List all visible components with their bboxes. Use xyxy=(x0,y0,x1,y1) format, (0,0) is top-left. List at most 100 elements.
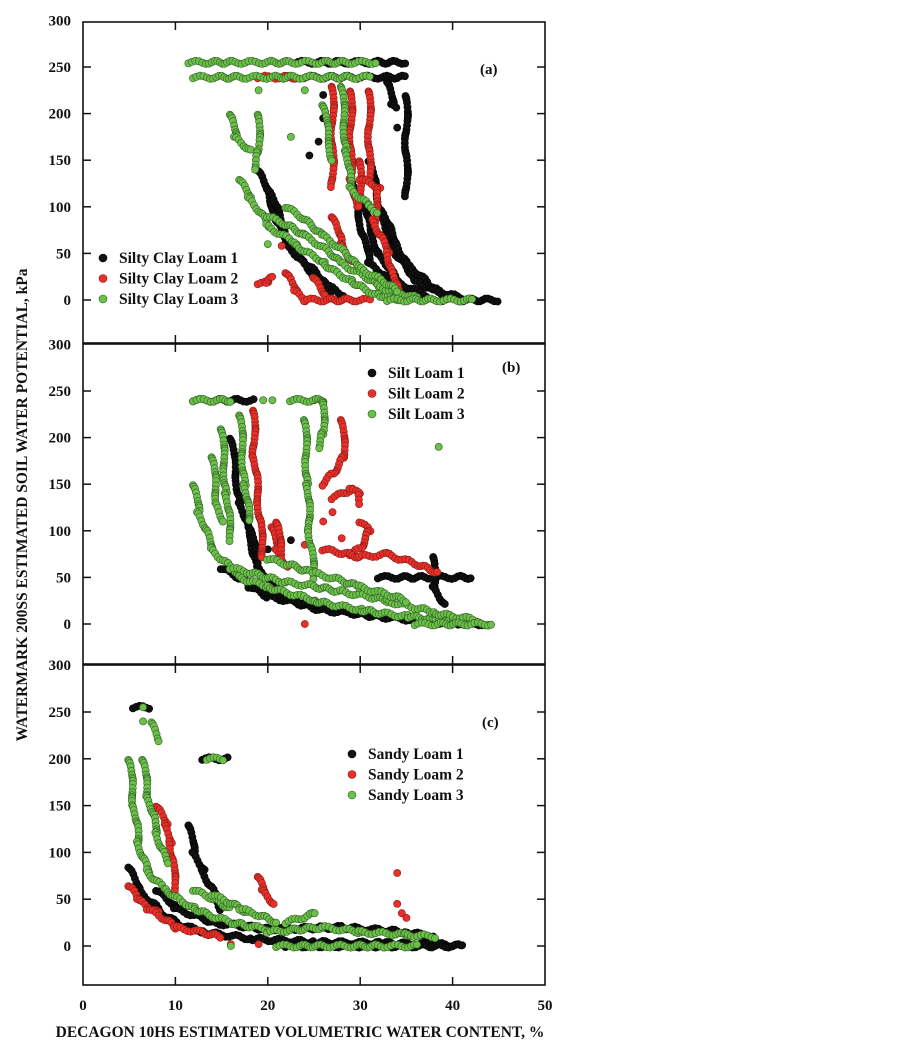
y-tick-label: 100 xyxy=(49,524,72,540)
data-points xyxy=(189,394,495,630)
data-point xyxy=(327,156,336,165)
data-point xyxy=(219,756,227,765)
data-point xyxy=(163,859,172,868)
series-1 xyxy=(253,56,502,306)
legend-label: Silt Loam 2 xyxy=(388,386,465,403)
data-point xyxy=(319,517,328,526)
data-point xyxy=(286,536,295,544)
x-tick-label: 30 xyxy=(353,998,368,1014)
data-point xyxy=(305,151,314,160)
y-tick-label: 100 xyxy=(49,200,72,216)
data-point xyxy=(216,933,225,942)
y-tick-label: 50 xyxy=(56,246,71,262)
y-tick-label: 200 xyxy=(49,431,72,447)
data-point xyxy=(365,72,374,81)
series-3 xyxy=(124,703,439,952)
panel-c: 0 50 100 150 200 250 300 0 10 20 30 40 50 (c) Sandy Lo… xyxy=(49,658,553,1014)
x-tick-label: 50 xyxy=(538,998,553,1014)
data-point xyxy=(326,183,335,191)
y-tick-label: 200 xyxy=(49,107,72,123)
legend-marker xyxy=(367,389,377,398)
series-2 xyxy=(124,802,411,948)
data-point xyxy=(440,600,449,608)
data-point xyxy=(300,86,309,95)
data-point xyxy=(487,620,495,629)
data-point xyxy=(259,396,268,405)
data-point xyxy=(226,942,235,950)
data-point xyxy=(355,500,363,508)
series-2 xyxy=(248,396,442,628)
legend-marker xyxy=(347,790,357,800)
data-point xyxy=(249,395,258,404)
data-point xyxy=(300,620,309,628)
data-point xyxy=(272,918,280,927)
data-point xyxy=(269,900,278,908)
y-axis-title: WATERMARK 200SS ESTIMATED SOIL WATER POT… xyxy=(14,268,31,741)
data-point xyxy=(413,940,421,949)
plot-frame xyxy=(82,21,546,344)
data-point xyxy=(268,272,276,281)
data-point xyxy=(371,59,380,67)
y-tick-label: 200 xyxy=(49,752,72,768)
data-point xyxy=(400,72,409,81)
data-point xyxy=(393,123,402,132)
data-point xyxy=(226,397,235,406)
legend: Sandy Loam 1 Sandy Loam 2 Sandy Loam 3 xyxy=(347,746,464,804)
data-point xyxy=(218,517,227,526)
data-point xyxy=(354,202,363,211)
data-point xyxy=(154,737,163,746)
data-point xyxy=(251,165,259,174)
legend-label: Sandy Loam 2 xyxy=(368,767,464,784)
x-tick-label: 10 xyxy=(168,998,183,1014)
x-tick-label: 20 xyxy=(260,998,275,1014)
plot-frame xyxy=(82,664,546,986)
data-point xyxy=(373,209,381,217)
data-point xyxy=(434,442,443,451)
data-point xyxy=(318,481,327,490)
series-3 xyxy=(189,394,495,630)
legend-marker xyxy=(98,294,108,304)
data-point xyxy=(225,537,234,545)
data-point xyxy=(310,909,319,918)
x-tick-label: 0 xyxy=(79,998,87,1014)
data-point xyxy=(254,86,263,95)
y-tick-label: 150 xyxy=(49,153,72,169)
panel-label: (a) xyxy=(480,62,498,78)
legend: Silty Clay Loam 1 Silty Clay Loam 2 Silty … xyxy=(98,250,239,308)
data-point xyxy=(400,192,409,201)
y-tick-label: 100 xyxy=(49,845,72,861)
data-point xyxy=(253,559,262,568)
data-point xyxy=(393,900,402,908)
data-point xyxy=(466,574,475,583)
data-point xyxy=(254,940,263,948)
y-tick-label: 50 xyxy=(56,570,71,586)
legend-marker xyxy=(367,368,377,378)
data-point xyxy=(315,444,324,453)
legend-marker xyxy=(367,409,377,419)
data-point xyxy=(402,914,411,922)
data-point xyxy=(314,137,323,146)
legend-label: Silty Clay Loam 3 xyxy=(119,291,239,308)
data-point xyxy=(139,703,147,712)
legend-marker xyxy=(347,770,357,779)
data-point xyxy=(319,91,328,99)
y-tick-label: 150 xyxy=(49,477,72,493)
y-tick-label: 0 xyxy=(64,939,72,955)
legend-label: Silt Loam 3 xyxy=(388,406,465,423)
y-tick-label: 300 xyxy=(49,337,72,353)
series-3 xyxy=(184,56,476,306)
legend-label: Silty Clay Loam 2 xyxy=(119,271,239,288)
data-point xyxy=(401,59,410,68)
legend-label: Sandy Loam 3 xyxy=(368,787,464,804)
x-tick-label: 40 xyxy=(445,998,460,1014)
data-point xyxy=(393,869,402,877)
legend: Silt Loam 1 Silt Loam 2 Silt Loam 3 xyxy=(367,365,465,423)
x-axis-title: DECAGON 10HS ESTIMATED VOLUMETRIC WATER … xyxy=(56,1024,545,1041)
data-point xyxy=(433,568,442,576)
y-tick-label: 250 xyxy=(49,60,72,76)
y-tick-label: 250 xyxy=(49,705,72,721)
y-tick-label: 250 xyxy=(49,384,72,400)
